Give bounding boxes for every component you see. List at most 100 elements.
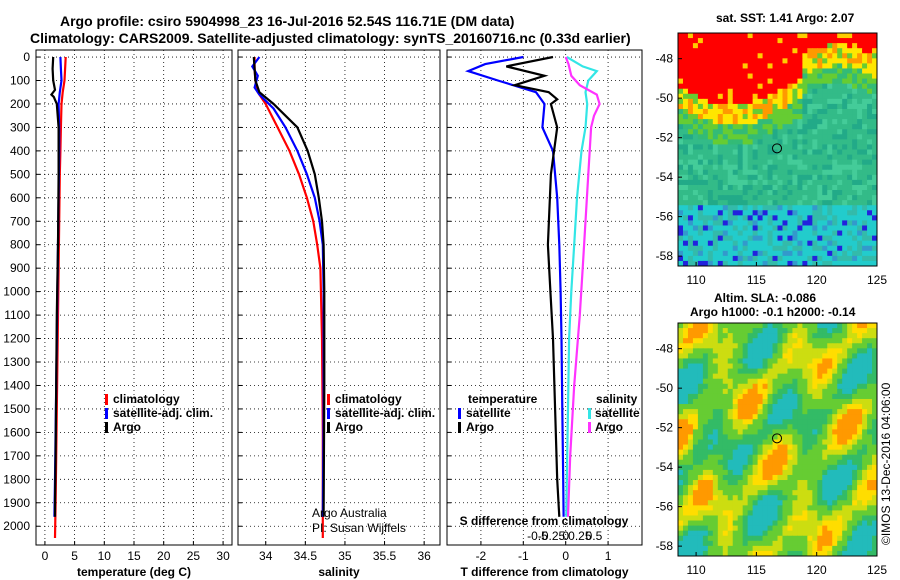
map-cell	[687, 53, 694, 59]
map-cell	[792, 33, 798, 39]
map-cell	[752, 38, 759, 44]
map-cell	[802, 179, 808, 186]
map-cell	[752, 119, 759, 125]
map-cell	[697, 103, 704, 110]
map-cell	[867, 388, 873, 395]
map-cell	[807, 88, 813, 95]
map-cell	[857, 353, 863, 359]
map-cell	[842, 464, 848, 471]
map-cell	[837, 353, 843, 359]
map-cell	[747, 439, 754, 446]
map-cell	[842, 490, 848, 496]
map-cell	[707, 230, 714, 237]
map-cell	[832, 353, 838, 359]
map-cell	[787, 490, 793, 496]
map-cell	[867, 368, 873, 375]
map-cell	[742, 159, 749, 166]
map-cell	[862, 144, 868, 150]
map-cell	[832, 469, 838, 476]
map-cell	[747, 515, 754, 522]
map-cell	[752, 464, 759, 471]
map-cell	[862, 48, 868, 54]
map-cell	[717, 409, 724, 415]
map-cell	[747, 38, 754, 44]
map-cell	[837, 510, 843, 516]
map-cell	[727, 439, 734, 446]
map-cell	[767, 134, 774, 140]
map-cell	[827, 338, 833, 344]
map-cell	[812, 210, 818, 216]
map-cell	[687, 474, 694, 481]
salinity-tick-label: 0	[562, 529, 569, 543]
map-cell	[837, 139, 843, 145]
map-cell	[752, 68, 759, 75]
map-cell	[807, 200, 813, 206]
map-cell	[862, 103, 868, 110]
map-cell	[678, 439, 684, 446]
map-cell	[697, 139, 704, 145]
map-cell	[797, 108, 803, 115]
map-cell	[872, 250, 878, 257]
map-cell	[872, 220, 878, 226]
map-cell	[777, 409, 783, 415]
map-cell	[822, 98, 828, 105]
map-cell	[857, 68, 863, 75]
map-cell	[827, 515, 833, 522]
map-cell	[827, 404, 833, 410]
map-cell	[742, 348, 749, 354]
map-cell	[807, 469, 813, 476]
map-cell	[702, 63, 709, 69]
map-cell	[812, 550, 818, 557]
map-cell	[827, 545, 833, 552]
map-cell	[762, 550, 769, 557]
map-cell	[732, 454, 739, 461]
map-cell	[782, 419, 788, 425]
map-cell	[772, 454, 778, 461]
map-cell	[707, 124, 714, 130]
map-cell	[697, 195, 704, 201]
map-cell	[702, 88, 709, 95]
map-cell	[697, 545, 704, 552]
map-cell	[822, 378, 828, 385]
map-cell	[678, 363, 684, 370]
map-cell	[752, 149, 759, 156]
map-cell	[692, 358, 699, 365]
series-line-salinity-argo	[564, 56, 601, 517]
map-cell	[752, 419, 759, 425]
map-cell	[827, 195, 833, 201]
map-cell	[807, 190, 813, 196]
map-cell	[812, 220, 818, 226]
map-cell	[722, 174, 729, 181]
map-cell	[797, 358, 803, 365]
map-cell	[678, 474, 684, 481]
map-cell	[827, 124, 833, 130]
map-cell	[687, 33, 694, 39]
map-cell	[678, 419, 684, 425]
map-cell	[752, 98, 759, 105]
map-cell	[792, 434, 798, 440]
map-cell	[687, 550, 694, 557]
map-cell	[772, 490, 778, 496]
map-cell	[872, 424, 878, 430]
map-cell	[772, 53, 778, 59]
map-cell	[802, 429, 808, 435]
map-cell	[692, 134, 699, 140]
map-cell	[837, 358, 843, 365]
map-cell	[832, 159, 838, 166]
map-cell	[722, 108, 729, 115]
map-cell	[717, 134, 724, 140]
map-cell	[727, 154, 734, 161]
map-cell	[762, 439, 769, 446]
map-cell	[787, 245, 793, 252]
legend-salinity-heading: salinity	[596, 392, 638, 406]
map-cell	[782, 149, 788, 156]
map-cell	[782, 490, 788, 496]
map-cell	[862, 545, 868, 552]
map-cell	[872, 439, 878, 446]
map-cell	[822, 398, 828, 405]
map-cell	[857, 124, 863, 130]
map-cell	[857, 250, 863, 257]
map-cell	[822, 169, 828, 176]
map-cell	[847, 88, 853, 95]
map-cell	[742, 383, 749, 390]
